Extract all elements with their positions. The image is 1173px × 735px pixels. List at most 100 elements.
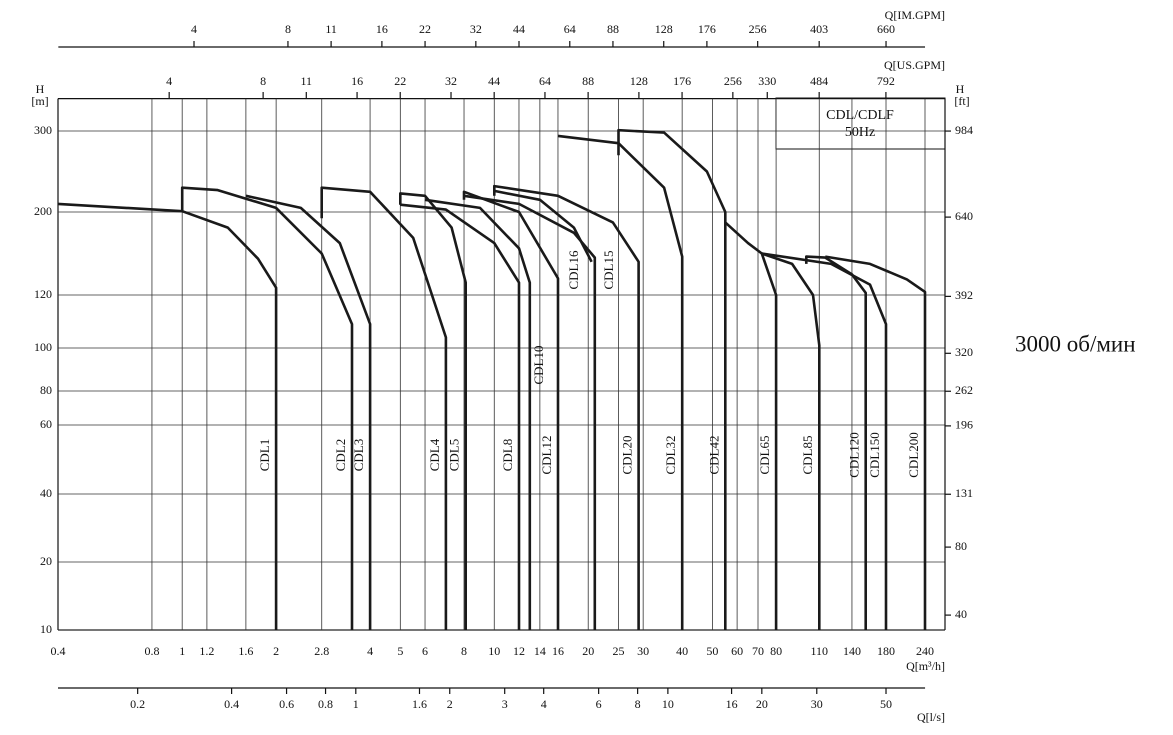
series-label: CDL120 bbox=[847, 432, 862, 478]
secondary-x-tick-label: 792 bbox=[877, 74, 895, 88]
secondary-x-tick-label: 11 bbox=[325, 22, 337, 36]
secondary-x-tick-label: 1 bbox=[353, 697, 359, 711]
y-tick-label: 100 bbox=[34, 340, 52, 354]
x-tick-label: 8 bbox=[461, 644, 467, 658]
annotation: 50Hz bbox=[845, 125, 875, 140]
y-tick-label: 40 bbox=[40, 486, 52, 500]
series-label: CDL1 bbox=[257, 439, 272, 472]
secondary-x-tick-label: 403 bbox=[810, 22, 828, 36]
x-tick-label: 14 bbox=[534, 644, 546, 658]
x-tick-label: 10 bbox=[488, 644, 500, 658]
secondary-x-tick-label: 3 bbox=[502, 697, 508, 711]
series-label: CDL8 bbox=[500, 439, 515, 472]
y2-axis-unit: [ft] bbox=[954, 94, 969, 108]
secondary-x-tick-label: 128 bbox=[630, 74, 648, 88]
y2-tick-label: 80 bbox=[955, 539, 967, 553]
x-tick-label: 25 bbox=[612, 644, 624, 658]
y2-tick-label: 40 bbox=[955, 607, 967, 621]
series-label: CDL2 bbox=[333, 439, 348, 472]
x-tick-label: 20 bbox=[582, 644, 594, 658]
y2-tick-label: 640 bbox=[955, 209, 973, 223]
pump-curve bbox=[493, 184, 640, 630]
series-label: CDL10 bbox=[531, 346, 546, 385]
series-label: CDL200 bbox=[906, 432, 921, 478]
secondary-x-tick-label: 64 bbox=[539, 74, 551, 88]
secondary-x-tick-label: 4 bbox=[191, 22, 197, 36]
series-label: CDL65 bbox=[757, 436, 772, 475]
pump-curve bbox=[825, 255, 927, 630]
secondary-x-tick-label: 660 bbox=[877, 22, 895, 36]
y-tick-label: 80 bbox=[40, 383, 52, 397]
secondary-x-tick-label: 44 bbox=[513, 22, 525, 36]
series-label: CDL4 bbox=[427, 438, 442, 471]
y2-tick-label: 320 bbox=[955, 345, 973, 359]
annotation: 3000 об/мин bbox=[1015, 331, 1136, 356]
pump-curve bbox=[463, 194, 597, 630]
secondary-x-tick-label: 176 bbox=[673, 74, 691, 88]
secondary-x-tick-label: 330 bbox=[758, 74, 776, 88]
x-tick-label: 1.6 bbox=[238, 644, 253, 658]
series-label: CDL12 bbox=[539, 436, 554, 475]
secondary-x-tick-label: 256 bbox=[724, 74, 742, 88]
pump-curve bbox=[724, 221, 778, 630]
x-tick-label: 40 bbox=[676, 644, 688, 658]
secondary-x-tick-label: 484 bbox=[810, 74, 828, 88]
secondary-x-tick-label: 8 bbox=[260, 74, 266, 88]
y2-tick-label: 392 bbox=[955, 288, 973, 302]
pump-curve bbox=[805, 255, 867, 630]
series-label: CDL32 bbox=[663, 436, 678, 475]
y-tick-label: 10 bbox=[40, 622, 52, 636]
secondary-x-tick-label: 176 bbox=[698, 22, 716, 36]
secondary-x-tick-label: 4 bbox=[166, 74, 172, 88]
secondary-x-tick-label: 256 bbox=[749, 22, 767, 36]
series-label: CDL42 bbox=[706, 436, 721, 475]
secondary-x-tick-label: 1.6 bbox=[412, 697, 427, 711]
x-tick-label: 0.4 bbox=[51, 644, 66, 658]
x-tick-label: 70 bbox=[752, 644, 764, 658]
series-label: CDL15 bbox=[601, 251, 616, 290]
secondary-x-tick-label: 0.2 bbox=[130, 697, 145, 711]
x-tick-label: 2 bbox=[273, 644, 279, 658]
secondary-x-axis-label: Q[l/s] bbox=[917, 710, 945, 724]
x-tick-label: 60 bbox=[731, 644, 743, 658]
secondary-x-tick-label: 128 bbox=[655, 22, 673, 36]
series-label: CDL20 bbox=[620, 436, 635, 475]
series-label: CDL5 bbox=[447, 439, 462, 472]
secondary-x-tick-label: 16 bbox=[726, 697, 738, 711]
pump-curve bbox=[400, 203, 521, 630]
pump-curve bbox=[399, 192, 467, 630]
y-tick-label: 200 bbox=[34, 204, 52, 218]
y2-tick-label: 196 bbox=[955, 418, 973, 432]
x-tick-label: 12 bbox=[513, 644, 525, 658]
secondary-x-tick-label: 20 bbox=[756, 697, 768, 711]
secondary-x-tick-label: 8 bbox=[635, 697, 641, 711]
y2-tick-label: 984 bbox=[955, 123, 973, 137]
y-tick-label: 60 bbox=[40, 417, 52, 431]
pump-curve bbox=[494, 189, 593, 263]
secondary-x-tick-label: 10 bbox=[662, 697, 674, 711]
series-label: CDL3 bbox=[351, 439, 366, 472]
y2-tick-label: 131 bbox=[955, 486, 973, 500]
secondary-x-tick-label: 16 bbox=[376, 22, 388, 36]
x-tick-label: 240 bbox=[916, 644, 934, 658]
pump-curve bbox=[245, 194, 372, 630]
secondary-x-tick-label: 22 bbox=[419, 22, 431, 36]
secondary-x-tick-label: 0.4 bbox=[224, 697, 239, 711]
x-tick-label: 1.2 bbox=[199, 644, 214, 658]
secondary-x-tick-label: 64 bbox=[564, 22, 576, 36]
series-label: CDL150 bbox=[867, 432, 882, 478]
pump-curve bbox=[462, 190, 560, 630]
secondary-x-tick-label: 6 bbox=[596, 697, 602, 711]
x-tick-label: 80 bbox=[770, 644, 782, 658]
y2-axis-label: H bbox=[956, 82, 965, 96]
pump-curve bbox=[57, 202, 278, 630]
y2-tick-label: 262 bbox=[955, 383, 973, 397]
x-tick-label: 5 bbox=[397, 644, 403, 658]
secondary-x-tick-label: 50 bbox=[880, 697, 892, 711]
secondary-x-tick-label: 2 bbox=[447, 697, 453, 711]
series-label: CDL85 bbox=[800, 436, 815, 475]
secondary-x-tick-label: 22 bbox=[394, 74, 406, 88]
pump-curve bbox=[617, 128, 727, 630]
